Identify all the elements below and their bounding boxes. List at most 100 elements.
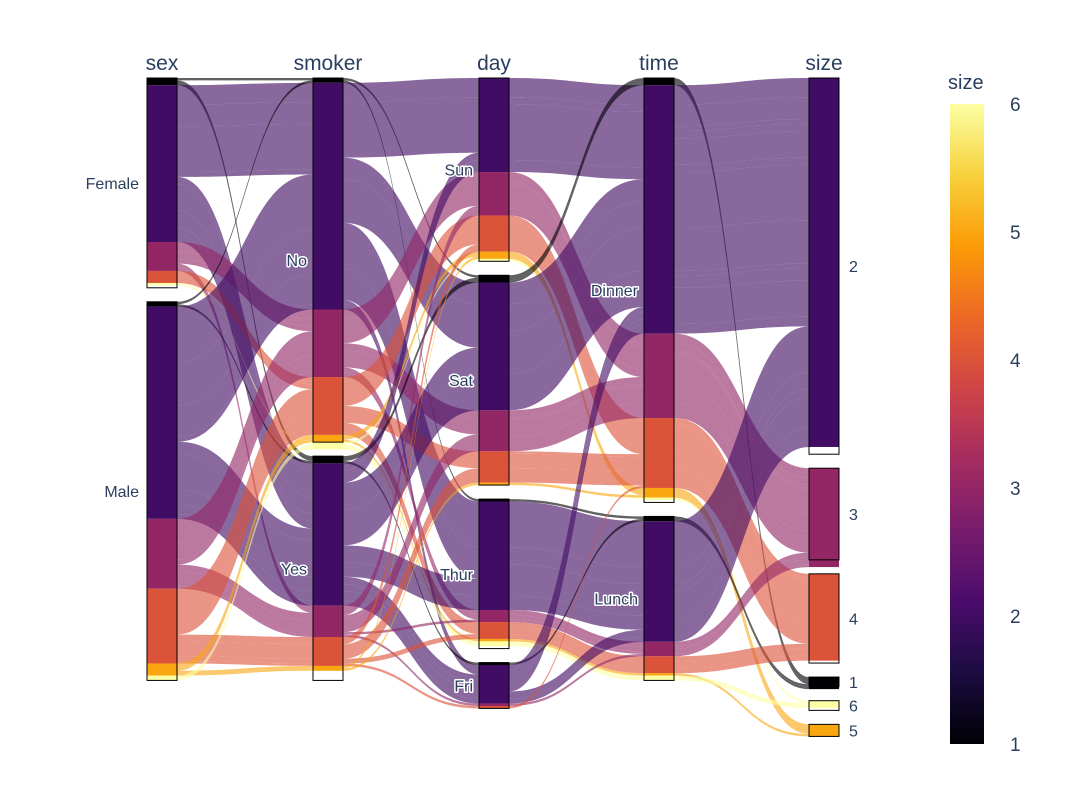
ribbon-day-time[interactable] [509,637,644,704]
ribbon-smoker-day[interactable] [343,634,479,664]
ribbon-sex-smoker[interactable] [177,123,313,173]
category-bar-size-4[interactable] [808,573,840,664]
ribbon-day-time[interactable] [509,97,644,112]
ribbon-day-time[interactable] [509,629,644,699]
ribbon-day-time[interactable] [509,200,644,331]
ribbon-smoker-day[interactable] [343,208,479,616]
ribbon-smoker-day[interactable] [343,634,479,706]
ribbon-time-size[interactable] [674,280,809,324]
ribbon-sex-smoker[interactable] [177,102,313,127]
ribbon-day-time[interactable] [509,614,644,652]
ribbon-smoker-day[interactable] [343,583,479,690]
category-bar-day-Sun[interactable] [478,77,510,262]
ribbon-time-size[interactable] [674,495,809,734]
ribbon-smoker-day[interactable] [343,256,479,669]
ribbon-smoker-day[interactable] [343,434,479,618]
ribbon-time-size[interactable] [674,123,809,139]
ribbon-sex-smoker[interactable] [177,656,313,664]
category-bar-time-Lunch[interactable] [643,515,675,681]
ribbon-smoker-day[interactable] [343,205,479,609]
ribbon-smoker-day[interactable] [343,367,479,615]
ribbon-sex-smoker[interactable] [177,586,313,638]
ribbon-day-time[interactable] [509,501,644,568]
ribbon-smoker-day[interactable] [343,663,479,709]
ribbon-day-time[interactable] [509,251,644,493]
ribbon-sex-smoker[interactable] [177,444,313,678]
ribbon-time-size[interactable] [674,552,809,647]
ribbon-sex-smoker[interactable] [177,665,313,674]
ribbon-time-size[interactable] [674,220,809,271]
ribbon-time-size[interactable] [674,396,809,623]
ribbon-time-size[interactable] [674,333,809,478]
ribbon-smoker-day[interactable] [343,80,479,502]
ribbon-time-size[interactable] [674,263,809,276]
ribbon-sex-smoker[interactable] [177,355,313,560]
ribbon-time-size[interactable] [674,678,809,708]
ribbon-day-time[interactable] [509,653,644,706]
ribbon-sex-smoker[interactable] [177,80,313,305]
ribbon-time-size[interactable] [674,648,809,669]
ribbon-day-time[interactable] [509,270,644,411]
ribbon-smoker-day[interactable] [343,251,479,440]
category-bar-size-2[interactable] [808,77,840,455]
ribbon-time-size[interactable] [674,78,809,105]
ribbon-smoker-day[interactable] [343,347,479,510]
ribbon-smoker-day[interactable] [343,562,479,611]
ribbon-day-time[interactable] [509,485,644,709]
ribbon-time-size[interactable] [674,389,809,592]
ribbon-sex-smoker[interactable] [177,668,313,676]
ribbon-smoker-day[interactable] [343,258,479,445]
ribbon-time-size[interactable] [674,655,809,674]
category-bar-size-3[interactable] [808,467,840,568]
ribbon-time-size[interactable] [674,557,809,650]
ribbon-smoker-day[interactable] [343,215,479,382]
ribbon-sex-smoker[interactable] [177,174,313,363]
ribbon-day-time[interactable] [509,564,644,616]
ribbon-day-time[interactable] [509,78,644,105]
ribbon-time-size[interactable] [674,268,809,288]
ribbon-smoker-day[interactable] [343,468,479,659]
ribbon-day-time[interactable] [509,386,644,437]
ribbon-day-time[interactable] [509,610,644,647]
ribbon-time-size[interactable] [674,673,809,737]
ribbon-day-time[interactable] [509,468,644,486]
ribbon-time-size[interactable] [674,82,809,685]
ribbon-day-time[interactable] [509,258,644,501]
ribbon-time-size[interactable] [674,492,809,732]
ribbon-day-time[interactable] [509,78,644,281]
ribbon-smoker-day[interactable] [343,159,479,483]
ribbon-day-time[interactable] [509,179,644,305]
ribbon-sex-smoker[interactable] [177,234,313,529]
ribbon-sex-smoker[interactable] [177,434,313,669]
category-bar-time-Dinner[interactable] [643,77,675,503]
ribbon-smoker-day[interactable] [343,576,479,682]
ribbon-day-time[interactable] [509,403,644,452]
ribbon-smoker-day[interactable] [343,78,479,103]
ribbon-sex-smoker[interactable] [177,331,313,543]
ribbon-time-size[interactable] [674,643,809,662]
ribbon-smoker-day[interactable] [343,181,479,344]
ribbon-time-size[interactable] [674,118,809,132]
ribbon-sex-smoker[interactable] [177,489,313,592]
ribbon-smoker-day[interactable] [343,172,479,320]
ribbon-smoker-day[interactable] [343,482,479,671]
category-bar-size-5[interactable] [808,723,840,737]
ribbon-day-time[interactable] [509,256,644,496]
category-bar-sex-Female[interactable] [146,77,178,289]
ribbon-smoker-day[interactable] [343,446,479,647]
ribbon-time-size[interactable] [674,343,809,486]
ribbon-day-time[interactable] [509,641,644,678]
ribbon-smoker-day[interactable] [343,436,479,633]
ribbon-time-size[interactable] [674,463,809,627]
ribbon-day-time[interactable] [509,453,644,472]
ribbon-smoker-day[interactable] [343,600,479,704]
ribbon-day-time[interactable] [509,547,644,584]
ribbon-day-time[interactable] [509,307,644,670]
ribbon-day-time[interactable] [509,622,644,662]
ribbon-smoker-day[interactable] [343,152,479,471]
ribbon-sex-smoker[interactable] [177,439,313,671]
ribbon-time-size[interactable] [674,427,809,638]
ribbon-smoker-day[interactable] [343,374,479,546]
ribbon-time-size[interactable] [674,485,809,644]
ribbon-day-time[interactable] [509,451,644,457]
